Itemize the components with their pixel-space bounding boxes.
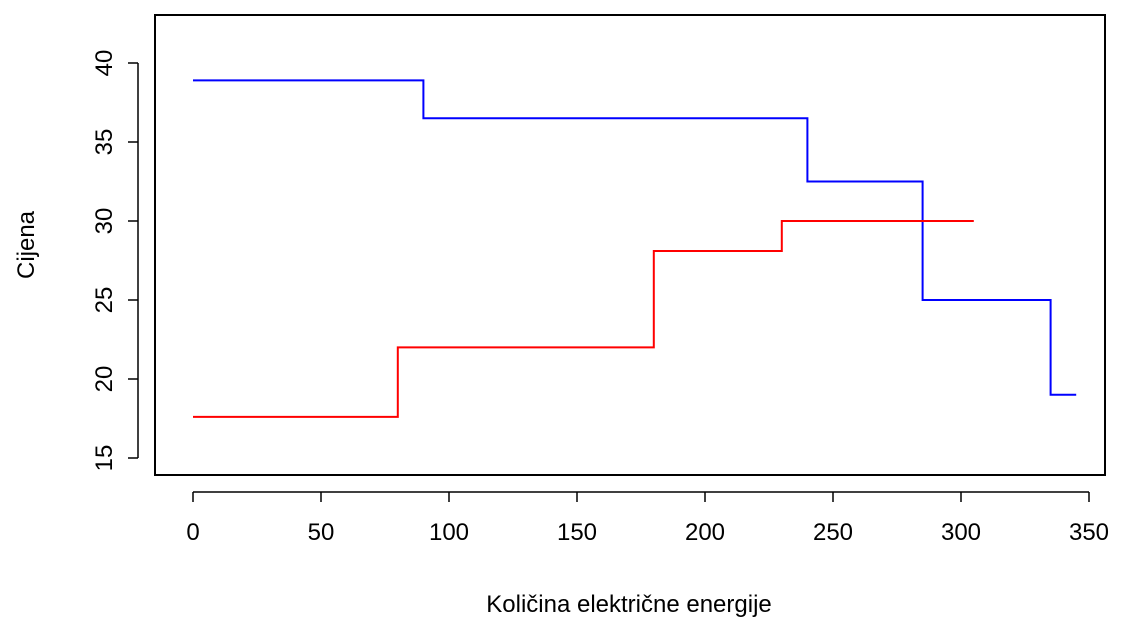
y-tick-label: 30 xyxy=(91,208,118,235)
series-layer xyxy=(193,79,1077,418)
x-axis: 0 50 100 150 200 250 300 350 xyxy=(186,491,1109,546)
x-tick-label: 100 xyxy=(429,519,469,546)
y-tick-label: 20 xyxy=(91,366,118,393)
plot-box xyxy=(154,14,1106,476)
y-tick-label: 15 xyxy=(91,445,118,472)
x-tick-label: 350 xyxy=(1069,519,1109,546)
x-tick-label: 250 xyxy=(813,519,853,546)
y-tick-label: 40 xyxy=(91,50,118,77)
x-tick-label: 300 xyxy=(941,519,981,546)
y-axis-label: Cijena xyxy=(13,210,40,279)
y-tick-label: 35 xyxy=(91,129,118,156)
x-tick-label: 0 xyxy=(186,519,199,546)
x-tick-label: 150 xyxy=(557,519,597,546)
y-tick-label: 25 xyxy=(91,287,118,314)
y-axis: 15 20 25 30 35 40 xyxy=(91,50,139,472)
x-axis-label: Količina električne energije xyxy=(486,591,772,618)
x-tick-label: 50 xyxy=(308,519,335,546)
series-line-1 xyxy=(193,79,1077,396)
series-line-2 xyxy=(193,220,974,418)
x-tick-label: 200 xyxy=(685,519,725,546)
